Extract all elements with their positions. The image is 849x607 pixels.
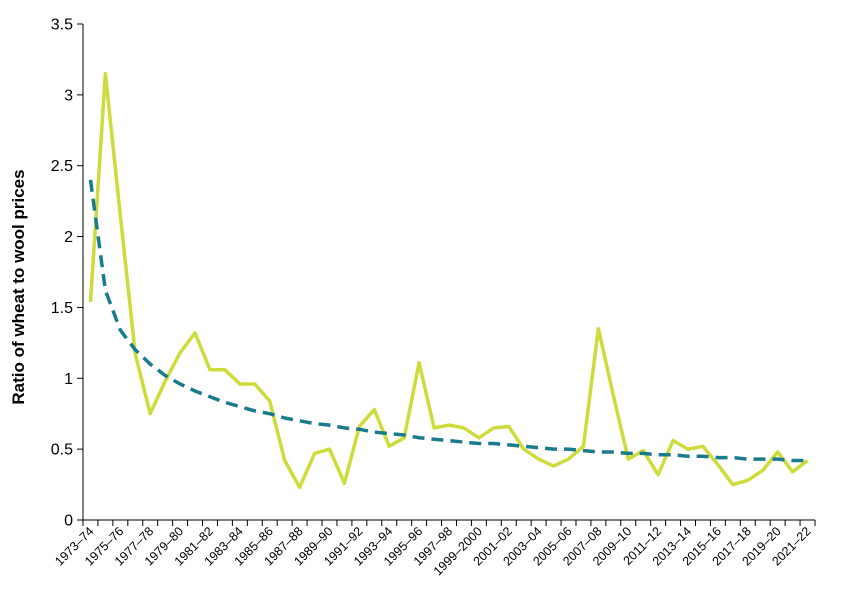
series-lines	[88, 71, 809, 490]
y-tick-label: 2.5	[51, 158, 73, 175]
y-axis-label: Ratio of wheat to wool prices	[9, 169, 28, 404]
series-line-solid	[88, 71, 809, 490]
y-tick-label: 0.5	[51, 442, 73, 459]
y-tick-label: 0	[64, 513, 73, 530]
y-tick-label: 3	[64, 87, 73, 104]
series-line-dashed	[88, 179, 808, 463]
y-tick-label: 3.5	[51, 17, 73, 34]
x-tick-labels: 1973–741975–761977–781979–801981–821983–…	[52, 520, 816, 578]
y-tick-labels: 0 0.5 1 1.5 2 2.5 3 3.5	[51, 17, 83, 530]
y-tick-label: 1.5	[51, 300, 73, 317]
axes	[82, 24, 815, 521]
y-tick-label: 2	[64, 229, 73, 246]
y-tick-label: 1	[64, 371, 73, 388]
